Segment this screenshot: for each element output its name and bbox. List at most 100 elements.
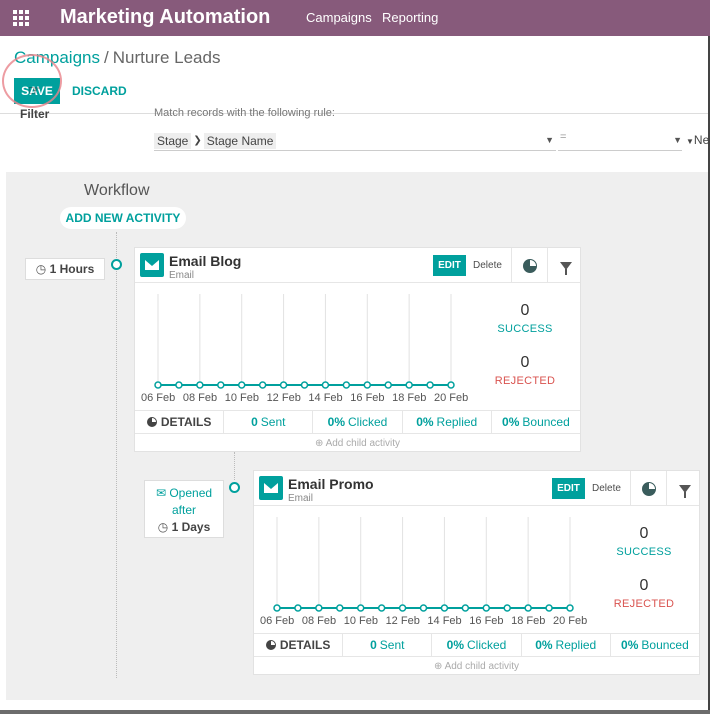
- success-count: 0: [520, 302, 530, 319]
- data-point: [461, 604, 470, 612]
- x-tick-label: 14 Feb: [308, 392, 343, 404]
- stat-replied[interactable]: 0% Replied: [520, 634, 610, 656]
- stat-clicked[interactable]: 0% Clicked: [312, 411, 401, 433]
- activity-title[interactable]: Email Blog: [169, 253, 242, 269]
- activity-chart: 06 Feb 08 Feb 10 Feb 12 Feb 14 Feb 16 Feb 18 F…: [135, 284, 475, 408]
- caret-down-icon[interactable]: ▼: [545, 135, 554, 145]
- add-new-activity-button[interactable]: ADD NEW ACTIVITY: [60, 207, 186, 229]
- card-header: Email Blog Email EDIT Delete: [135, 248, 580, 283]
- details-button[interactable]: DETAILS: [135, 411, 223, 433]
- plus-circle-icon: ⊕: [433, 661, 443, 672]
- child-connector: [234, 452, 235, 480]
- data-point: [545, 604, 553, 612]
- envelope-icon: [259, 476, 283, 500]
- filter-value-select[interactable]: ▼New: [686, 133, 710, 147]
- trigger-delay: 1 Hours: [49, 262, 95, 276]
- activity-chart: 06 Feb 08 Feb 10 Feb 12 Feb 14 Feb 16 Feb 18 F…: [254, 507, 594, 631]
- envelope-open-icon: ✉: [155, 486, 166, 500]
- envelope-icon: [140, 253, 164, 277]
- clicked-value: 0%: [327, 415, 345, 429]
- data-point: [217, 381, 225, 389]
- activity-type: Email: [169, 270, 195, 281]
- apps-menu-icon[interactable]: [13, 10, 30, 26]
- bounced-label: Bounced: [641, 638, 689, 652]
- line-chart-svg: [154, 294, 455, 389]
- trigger-delay: 1 Days: [171, 520, 211, 534]
- tab-graph[interactable]: [511, 248, 547, 283]
- tab-graph[interactable]: [630, 471, 666, 506]
- workflow-node: [229, 482, 240, 493]
- data-point: [315, 604, 323, 612]
- replied-value: 0%: [535, 638, 553, 652]
- stat-bounced[interactable]: 0% Bounced: [609, 634, 699, 656]
- x-tick-label: 14 Feb: [427, 615, 462, 627]
- clock-icon: ◷: [35, 262, 47, 276]
- sent-label: Sent: [260, 415, 286, 429]
- x-tick-label: 16 Feb: [469, 615, 504, 627]
- x-tick-label: 18 Feb: [511, 615, 546, 627]
- success-count: 0: [639, 525, 649, 542]
- stat-sent[interactable]: 0 Sent: [342, 634, 431, 656]
- data-point: [294, 604, 302, 612]
- success-label: SUCCESS: [497, 323, 553, 335]
- filter-label: Filter: [20, 107, 50, 121]
- filter-operator-select[interactable]: = ▼: [558, 131, 682, 151]
- bounced-value: 0%: [502, 415, 520, 429]
- edit-button[interactable]: EDIT: [433, 255, 466, 276]
- data-point: [342, 381, 351, 389]
- data-point: [482, 604, 491, 612]
- stat-bounced[interactable]: 0% Bounced: [490, 411, 580, 433]
- tab-filter[interactable]: [666, 471, 702, 506]
- x-tick-label: 18 Feb: [392, 392, 427, 404]
- stats-row: DETAILS 0 Sent 0% Clicked 0% Replied 0% Boun…: [135, 410, 580, 434]
- tab-filter[interactable]: [547, 248, 583, 283]
- clicked-label: Clicked: [467, 638, 507, 652]
- stat-sent[interactable]: 0 Sent: [223, 411, 312, 433]
- delete-button[interactable]: Delete: [592, 478, 621, 499]
- replied-label: Replied: [555, 638, 597, 652]
- delete-button[interactable]: Delete: [473, 255, 502, 276]
- clock-icon: ◷: [157, 520, 169, 534]
- pie-chart-icon: [522, 258, 537, 273]
- add-child-activity[interactable]: ⊕ Add child activity: [135, 438, 580, 449]
- activity-title[interactable]: Email Promo: [288, 476, 374, 492]
- data-point: [196, 381, 204, 389]
- add-child-activity[interactable]: ⊕ Add child activity: [254, 661, 699, 672]
- sent-value: 0: [251, 415, 258, 429]
- x-tick-label: 12 Feb: [385, 615, 420, 627]
- stat-clicked[interactable]: 0% Clicked: [431, 634, 520, 656]
- add-child-label: Add child activity: [444, 661, 520, 672]
- filter-field-path[interactable]: Stage ❯ Stage Name ▼: [154, 131, 556, 151]
- nav-reporting[interactable]: Reporting: [382, 10, 439, 25]
- pie-chart-icon: [265, 640, 276, 650]
- stat-replied[interactable]: 0% Replied: [401, 411, 491, 433]
- x-tick-label: 10 Feb: [343, 615, 378, 627]
- caret-down-icon: ▼: [673, 135, 682, 145]
- nav-campaigns[interactable]: Campaigns: [306, 10, 372, 25]
- trigger-box-1: ◷ 1 Hours: [25, 258, 105, 280]
- replied-label: Replied: [436, 415, 478, 429]
- trigger-event-label: Opened: [169, 486, 213, 500]
- discard-button[interactable]: DISCARD: [66, 78, 133, 104]
- data-point: [566, 604, 574, 612]
- x-tick-label: 12 Feb: [266, 392, 301, 404]
- field-chip-stage: Stage: [154, 132, 192, 149]
- data-point: [363, 381, 372, 389]
- filter-icon: [678, 484, 691, 498]
- breadcrumb-current: Nurture Leads: [112, 48, 221, 67]
- clicked-label: Clicked: [348, 415, 388, 429]
- details-button[interactable]: DETAILS: [254, 634, 342, 656]
- x-tick-label: 08 Feb: [182, 392, 218, 404]
- sent-label: Sent: [379, 638, 405, 652]
- rejected-label: REJECTED: [494, 375, 556, 387]
- mouse-cursor-icon: ☞: [28, 82, 41, 98]
- edit-button[interactable]: EDIT: [552, 478, 585, 499]
- chevron-right-icon: ❯: [193, 135, 202, 146]
- data-point: [405, 381, 413, 389]
- data-point: [503, 604, 511, 612]
- bounced-label: Bounced: [522, 415, 570, 429]
- clicked-value: 0%: [446, 638, 464, 652]
- success-label: SUCCESS: [616, 546, 672, 558]
- activity-card-email-blog: Email Blog Email EDIT Delete 06 Feb 08 Fe…: [134, 247, 581, 452]
- breadcrumb-separator: /: [104, 48, 109, 67]
